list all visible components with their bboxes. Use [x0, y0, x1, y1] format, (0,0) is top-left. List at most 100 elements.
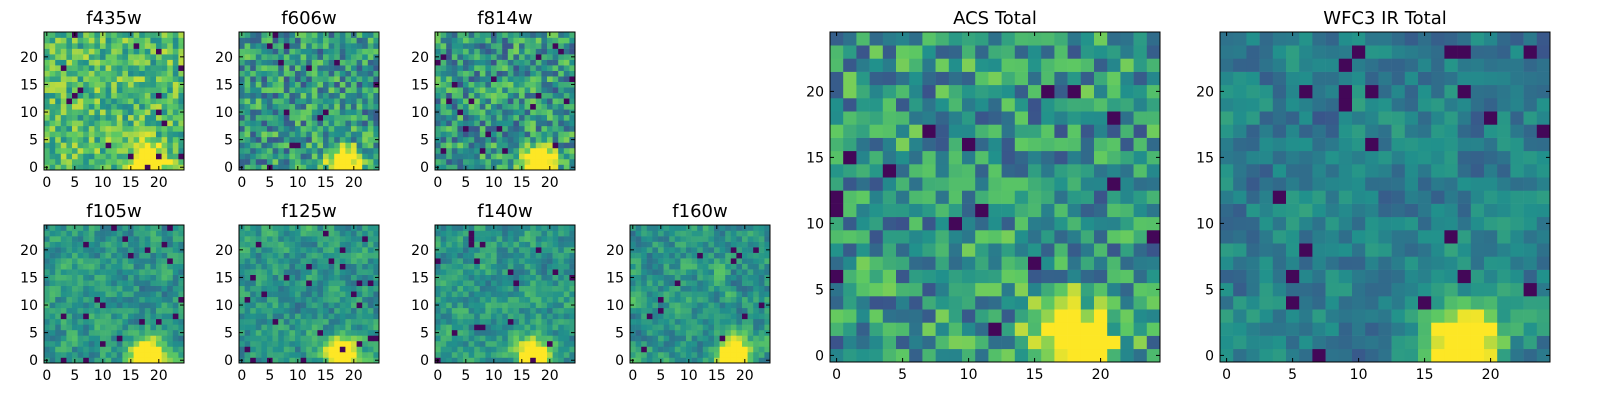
- heatmap-cell: [558, 258, 565, 264]
- heatmap-cell: [300, 81, 307, 88]
- heatmap-cell: [1120, 243, 1134, 257]
- heatmap-cell: [502, 313, 509, 320]
- heatmap-cell: [49, 54, 56, 60]
- heatmap-cell: [339, 302, 346, 309]
- heatmap-cell: [150, 269, 157, 275]
- heatmap-cell: [541, 114, 548, 121]
- heatmap-cell: [144, 230, 151, 237]
- heatmap-cell: [161, 357, 168, 364]
- heatmap-cell: [55, 147, 62, 154]
- heatmap-cell: [77, 285, 84, 292]
- heatmap-cell: [468, 76, 475, 82]
- heatmap-cell: [547, 236, 553, 242]
- heatmap-cell: [479, 54, 486, 60]
- heatmap-cell: [558, 307, 565, 314]
- heatmap-cell: [519, 318, 525, 325]
- heatmap-cell: [491, 351, 497, 358]
- heatmap-cell: [513, 318, 520, 325]
- heatmap-cell: [250, 280, 257, 287]
- heatmap-cell: [261, 164, 268, 171]
- heatmap-cell: [278, 269, 285, 275]
- heatmap-cell: [267, 76, 273, 82]
- heatmap-cell: [295, 307, 301, 314]
- heatmap-cell: [278, 329, 285, 336]
- heatmap-cell: [463, 269, 469, 275]
- heatmap-cell: [289, 307, 296, 314]
- heatmap-cell: [1067, 309, 1082, 323]
- heatmap-cell: [491, 43, 497, 49]
- heatmap-cell: [658, 351, 664, 358]
- heatmap-cell: [345, 103, 352, 110]
- heatmap-cell: [150, 291, 157, 298]
- heatmap-cell: [161, 158, 168, 165]
- heatmap-cell: [519, 241, 525, 248]
- heatmap-cell: [49, 87, 56, 94]
- heatmap-cell: [646, 241, 653, 248]
- heatmap-cell: [334, 136, 341, 143]
- heatmap-cell: [311, 302, 318, 309]
- heatmap-cell: [250, 65, 257, 71]
- heatmap-cell: [496, 346, 503, 353]
- heatmap-cell: [88, 252, 95, 259]
- heatmap-cell: [60, 65, 67, 71]
- heatmap-cell: [289, 247, 296, 253]
- heatmap-cell: [507, 114, 514, 121]
- heatmap-cell: [468, 258, 475, 264]
- heatmap-cell: [161, 335, 168, 342]
- heatmap-cell: [485, 103, 492, 110]
- heatmap-cell: [295, 125, 301, 132]
- heatmap-cell: [244, 252, 251, 259]
- heatmap-cell: [72, 291, 78, 298]
- heatmap-cell: [519, 54, 525, 60]
- heatmap-cell: [239, 114, 245, 121]
- heatmap-cell: [658, 302, 664, 309]
- heatmap-cell: [1028, 216, 1042, 231]
- heatmap-cell: [524, 43, 531, 49]
- heatmap-cell: [988, 269, 1002, 284]
- heatmap-cell: [669, 329, 676, 336]
- heatmap-cell: [116, 280, 123, 287]
- heatmap-cell: [530, 142, 537, 149]
- heatmap-cell: [922, 322, 936, 336]
- heatmap-cell: [541, 103, 548, 110]
- heatmap-cell: [44, 230, 50, 237]
- heatmap-cell: [278, 114, 285, 121]
- heatmap-cell: [708, 346, 715, 353]
- heatmap-cell: [300, 70, 307, 77]
- heatmap-cell: [88, 269, 95, 275]
- heatmap-cell: [474, 81, 481, 88]
- heatmap-cell: [535, 147, 542, 154]
- heatmap-cell: [524, 81, 531, 88]
- heatmap-cell: [362, 357, 369, 364]
- heatmap-cell: [758, 351, 765, 358]
- heatmap-cell: [161, 269, 168, 275]
- heatmap-cell: [88, 120, 95, 127]
- heatmap-cell: [519, 87, 525, 94]
- heatmap-cell: [261, 103, 268, 110]
- heatmap-cell: [60, 351, 67, 358]
- heatmap-cell: [49, 164, 56, 171]
- heatmap-cell: [351, 252, 357, 259]
- heatmap-cell: [491, 313, 497, 320]
- heatmap-cell: [680, 302, 687, 309]
- heatmap-cell: [541, 120, 548, 127]
- heatmap-cell: [345, 252, 352, 259]
- heatmap-cell: [507, 81, 514, 88]
- heatmap-cell: [356, 258, 363, 264]
- heatmap-cell: [161, 125, 168, 132]
- heatmap-cell: [172, 131, 179, 138]
- heatmap-cell: [764, 285, 771, 292]
- heatmap-cell: [674, 263, 681, 270]
- heatmap-cell: [83, 114, 90, 121]
- heatmap-cell: [94, 81, 101, 88]
- heatmap-cell: [513, 76, 520, 82]
- heatmap-cell: [351, 37, 357, 44]
- heatmap-cell: [289, 329, 296, 336]
- heatmap-cell: [457, 357, 464, 364]
- heatmap-cell: [111, 76, 118, 82]
- heatmap-cell: [736, 302, 743, 309]
- heatmap-cell: [446, 92, 453, 99]
- heatmap-cell: [948, 177, 963, 191]
- heatmap-cell: [278, 307, 285, 314]
- heatmap-cell: [630, 351, 636, 358]
